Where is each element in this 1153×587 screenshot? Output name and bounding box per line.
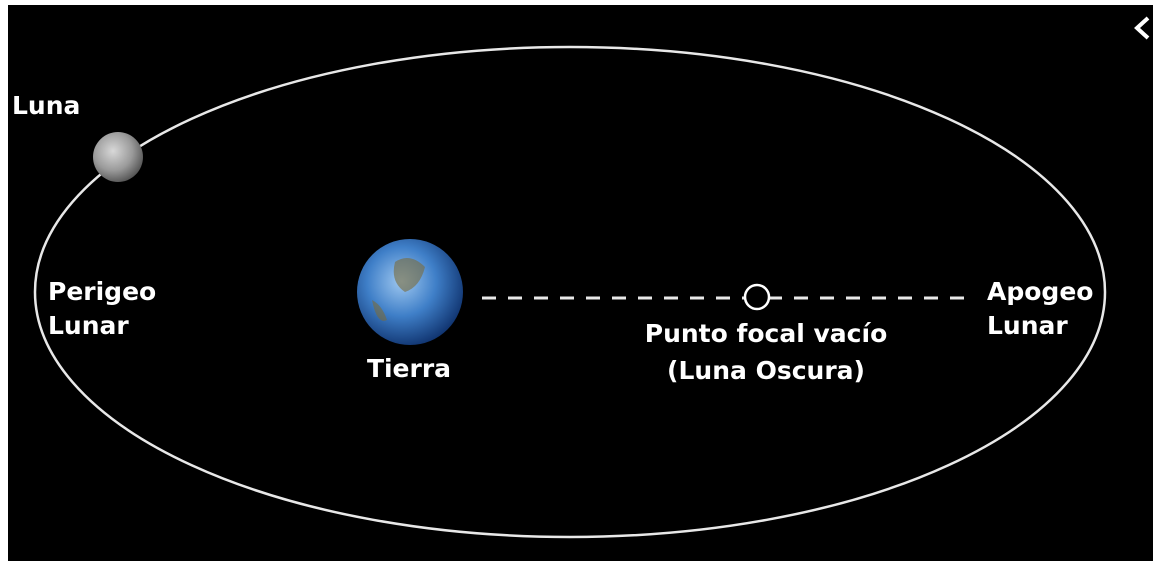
earth-label: Tierra [367,354,451,383]
perigee-label: Perigeo [48,277,156,306]
moon [93,132,143,182]
moon-label: Luna [12,91,80,120]
focus-label: Punto focal vacío [645,319,888,348]
earth [357,239,463,345]
perigee-label: Lunar [48,311,129,340]
apogee-label: Apogeo [987,277,1093,306]
orbit-diagram: Luna Perigeo Lunar Tierra Punto focal va… [0,0,1153,587]
empty-focus [745,285,769,309]
apogee-label: Lunar [987,311,1068,340]
background [8,5,1153,561]
page: Luna Perigeo Lunar Tierra Punto focal va… [0,0,1153,587]
focus-label: (Luna Oscura) [667,356,865,385]
